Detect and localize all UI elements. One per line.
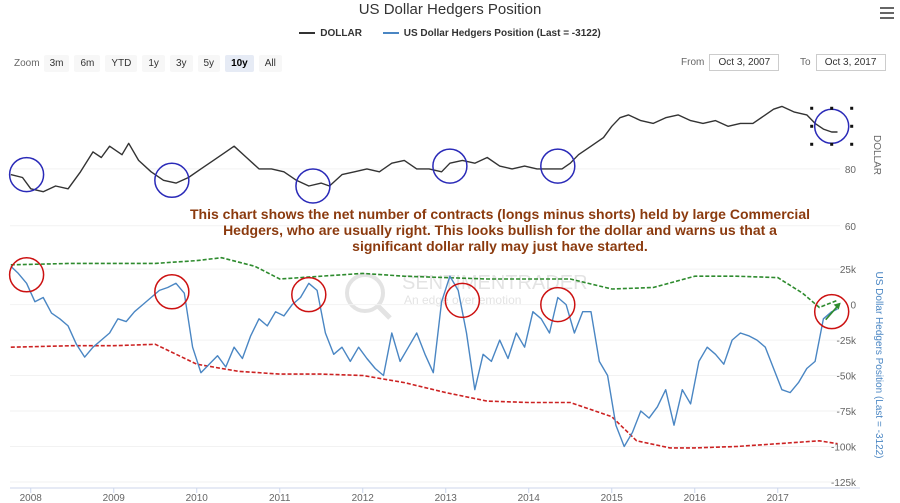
to-date-input[interactable]: Oct 3, 2017: [815, 54, 886, 71]
dollar-highlight-circle: [295, 168, 331, 204]
legend-label: DOLLAR: [320, 27, 362, 39]
zoom-button-ytd[interactable]: YTD: [105, 55, 138, 72]
dollar-tick-label: 60: [845, 222, 857, 233]
dollar-series-line: [10, 105, 838, 193]
dollar-tick-label: 80: [845, 165, 857, 176]
hedgers-tick-label: -75k: [837, 407, 857, 418]
watermark-logo-icon: [345, 273, 385, 313]
zoom-button-6m[interactable]: 6m: [74, 55, 101, 72]
x-tick-label: 2012: [352, 493, 375, 503]
hedgers-axis-title: US Dollar Hedgers Position (Last = -3122…: [873, 271, 884, 458]
dollar-swatch-icon: [299, 32, 316, 34]
zoom-button-1y[interactable]: 1y: [142, 55, 165, 72]
legend: DOLLAR US Dollar Hedgers Position (Last …: [0, 26, 900, 39]
zoom-button-10y[interactable]: 10y: [225, 55, 254, 72]
zoom-button-3m[interactable]: 3m: [43, 55, 70, 72]
selection-handle: [810, 124, 814, 128]
dollar-highlight-circle: [540, 148, 576, 184]
hamburger-menu-icon[interactable]: [880, 7, 894, 19]
selection-handle: [810, 142, 814, 146]
legend-item-hedgers[interactable]: US Dollar Hedgers Position (Last = -3122…: [382, 27, 601, 39]
x-tick-label: 2011: [269, 493, 291, 503]
hedgers-highlight-circle: [813, 293, 850, 330]
hedgers-tick-label: -100k: [831, 443, 857, 454]
x-tick-label: 2017: [767, 493, 790, 503]
hedgers-tick-label: -125k: [831, 478, 857, 489]
dollar-highlight-circle: [154, 162, 190, 199]
hedgers-tick-label: 0: [850, 301, 856, 312]
selection-handle: [850, 106, 854, 110]
zoom-button-5y[interactable]: 5y: [197, 55, 221, 72]
upper-band-line: [10, 256, 838, 309]
annotation-text: This chart shows the net number of contr…: [190, 206, 810, 254]
series: [10, 105, 838, 448]
x-tick-label: 2013: [435, 493, 458, 503]
range-to: To Oct 3, 2017: [800, 54, 886, 71]
watermark-tagline: An edge over emotion: [404, 293, 521, 307]
hedgers-highlight-circle: [444, 282, 481, 319]
x-axis: 2008 2009 2010 2011 2012 2013 2014 2015 2016 2017: [10, 487, 860, 503]
hedgers-highlight-circle: [291, 276, 327, 313]
to-label: To: [800, 57, 811, 68]
x-tick-label: 2014: [518, 493, 541, 503]
x-tick-label: 2015: [601, 493, 624, 503]
x-tick-label: 2010: [186, 493, 209, 503]
lower-band-line: [10, 343, 838, 449]
from-date-input[interactable]: Oct 3, 2007: [709, 54, 780, 71]
dollar-axis-title: DOLLAR: [871, 135, 882, 175]
legend-item-dollar[interactable]: DOLLAR: [299, 28, 362, 39]
dollar-highlight-circle: [8, 156, 45, 193]
legend-label: US Dollar Hedgers Position (Last = -3122…: [403, 27, 601, 39]
hedgers-highlight-circle: [8, 257, 45, 293]
arrow-head-icon: [833, 302, 841, 310]
zoom-button-3y[interactable]: 3y: [169, 55, 193, 72]
x-tick-label: 2008: [20, 493, 43, 503]
hedgers-tick-label: 25k: [840, 265, 857, 276]
zoom-label: Zoom: [14, 58, 40, 69]
x-tick-label: 2009: [103, 493, 126, 503]
circles: [8, 106, 854, 330]
watermark-logo-handle: [376, 304, 392, 320]
zoom-bar: Zoom 3m 6m YTD 1y 3y 5y 10y All: [14, 55, 287, 72]
hedgers-series-line: [10, 265, 838, 448]
hedgers-highlight-circle: [540, 286, 576, 323]
dollar-highlight-circle: [432, 148, 468, 184]
hedgers-tick-label: -25k: [837, 336, 857, 347]
selection-handle: [850, 142, 854, 146]
watermark: SENTIMENTRADER An edge over emotion: [345, 272, 588, 320]
hedgers-tick-label: -50k: [837, 372, 857, 383]
range-from: From Oct 3, 2007: [681, 54, 780, 71]
hedgers-axis: 25k 0 -25k -50k -75k -100k -125k: [10, 265, 857, 489]
from-label: From: [681, 57, 705, 68]
hedgers-swatch-icon: [382, 32, 399, 34]
x-tick-label: 2016: [684, 493, 707, 503]
hedgers-highlight-circle: [154, 274, 190, 310]
selection-handle: [830, 106, 834, 110]
watermark-brand: SENTIMENTRADER: [402, 272, 588, 294]
bands: [10, 256, 838, 449]
selection-handle: [830, 142, 834, 146]
chart-title: US Dollar Hedgers Position: [358, 1, 542, 18]
selection-handle: [850, 124, 854, 128]
zoom-button-all[interactable]: All: [258, 55, 282, 72]
selection-handle: [810, 106, 814, 110]
